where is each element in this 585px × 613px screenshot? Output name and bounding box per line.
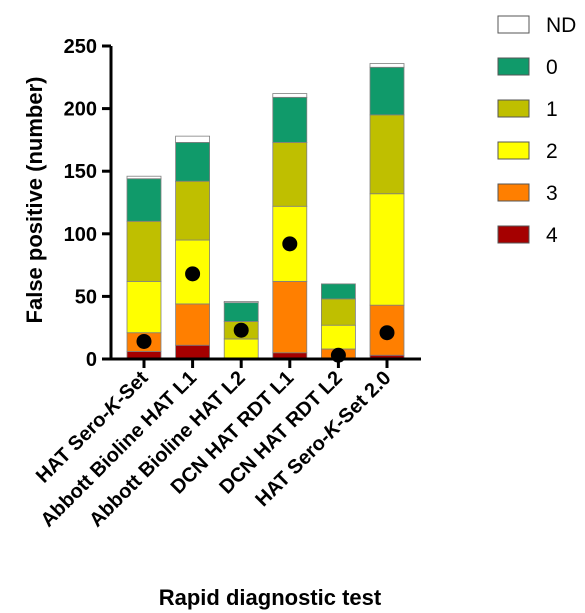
bar-segment-nd-1 bbox=[175, 135, 211, 143]
y-tick-label-200: 200 bbox=[64, 99, 97, 121]
bar-segment-0-4 bbox=[320, 283, 356, 300]
bar-segment-1-5 bbox=[369, 114, 405, 195]
bar-segment-2-0 bbox=[126, 280, 162, 334]
bar-segment-nd-3 bbox=[272, 93, 308, 98]
y-axis-title: False positive (number) bbox=[22, 77, 47, 324]
bar-segment-1-1 bbox=[175, 180, 211, 241]
y-tick-label-150: 150 bbox=[64, 161, 97, 183]
bar-segment-1-3 bbox=[272, 142, 308, 207]
legend-swatch-4 bbox=[497, 225, 530, 244]
bar-segment-nd-5 bbox=[369, 63, 405, 68]
legend-swatch-nd bbox=[497, 15, 530, 34]
bar-segment-0-1 bbox=[175, 142, 211, 182]
bar-segment-0-3 bbox=[272, 96, 308, 143]
bar-segment-nd-0 bbox=[126, 175, 162, 180]
legend-label-nd: ND bbox=[546, 14, 576, 37]
bar-segment-1-0 bbox=[126, 220, 162, 282]
legend-label-2: 2 bbox=[546, 140, 558, 163]
bar-segment-1-4 bbox=[320, 298, 356, 326]
legend-label-3: 3 bbox=[546, 182, 558, 205]
legend: ND 0 1 2 3 4 bbox=[497, 14, 576, 247]
bar-segment-0-5 bbox=[369, 66, 405, 116]
legend-label-1: 1 bbox=[546, 98, 558, 121]
bar-segment-nd-2 bbox=[223, 301, 259, 304]
bar-segment-2-2 bbox=[223, 338, 259, 360]
y-tick-label-250: 250 bbox=[64, 36, 97, 58]
bar-segment-0-0 bbox=[126, 178, 162, 222]
legend-label-4: 4 bbox=[546, 224, 558, 247]
x-axis-title: Rapid diagnostic test bbox=[159, 585, 382, 610]
legend-swatch-1 bbox=[497, 99, 530, 118]
y-tick-label-0: 0 bbox=[86, 349, 97, 371]
bar-segment-3-1 bbox=[175, 303, 211, 346]
y-tick-label-50: 50 bbox=[75, 286, 97, 308]
bar-segment-0-2 bbox=[223, 302, 259, 322]
dot-marker-2 bbox=[233, 322, 249, 338]
legend-label-0: 0 bbox=[546, 56, 558, 79]
bar-segment-4-1 bbox=[175, 344, 211, 360]
bar-segment-2-4 bbox=[320, 324, 356, 350]
dot-marker-0 bbox=[136, 333, 152, 349]
legend-swatch-0 bbox=[497, 57, 530, 76]
legend-swatch-2 bbox=[497, 141, 530, 160]
legend-swatch-3 bbox=[497, 183, 530, 202]
dot-marker-3 bbox=[282, 236, 298, 252]
bars-layer bbox=[126, 63, 405, 360]
dot-marker-1 bbox=[185, 266, 201, 282]
y-tick-label-100: 100 bbox=[64, 224, 97, 246]
bar-segment-2-5 bbox=[369, 193, 405, 306]
bar-segment-3-3 bbox=[272, 280, 308, 354]
axes-layer: 0 50 100 150 200 250 bbox=[64, 36, 421, 371]
dot-marker-5 bbox=[379, 325, 395, 341]
